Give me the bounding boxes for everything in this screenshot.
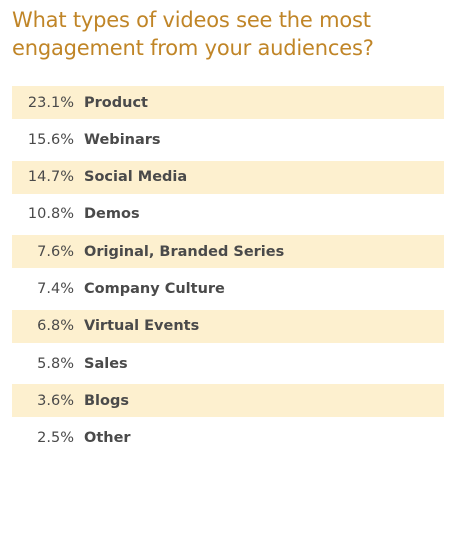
result-category: Webinars: [84, 131, 161, 148]
result-row: 7.4% Company Culture: [12, 272, 444, 305]
result-row: 15.6% Webinars: [12, 123, 444, 156]
result-percent: 7.4%: [37, 280, 74, 297]
result-category: Product: [84, 94, 148, 111]
result-percent: 10.8%: [27, 206, 74, 223]
result-row: 3.6% Blogs: [12, 384, 444, 418]
result-category: Other: [84, 430, 131, 447]
result-percent: 3.6%: [37, 392, 74, 409]
result-category: Social Media: [84, 169, 188, 186]
chart-title: What types of videos see the most engage…: [12, 8, 374, 60]
result-percent: 7.6%: [37, 243, 74, 260]
result-percent: 23.1%: [27, 94, 74, 111]
result-category: Virtual Events: [84, 318, 200, 335]
result-category: Demos: [84, 206, 140, 223]
result-percent: 5.8%: [37, 355, 74, 372]
result-row: 14.7% Social Media: [12, 160, 444, 194]
result-category: Original, Branded Series: [84, 243, 285, 260]
result-category: Blogs: [84, 392, 129, 409]
result-percent: 14.7%: [27, 169, 74, 186]
result-percent: 6.8%: [37, 318, 74, 335]
result-category: Company Culture: [84, 280, 225, 297]
result-row: 7.6% Original, Branded Series: [12, 235, 444, 269]
result-category: Sales: [84, 355, 128, 372]
result-row: 10.8% Demos: [12, 198, 444, 231]
result-percent: 15.6%: [27, 131, 74, 148]
result-row: 5.8% Sales: [12, 347, 444, 380]
result-row: 23.1% Product: [12, 86, 444, 119]
result-row: 6.8% Virtual Events: [12, 309, 444, 343]
result-row: 2.5% Other: [12, 422, 444, 455]
result-percent: 2.5%: [37, 430, 74, 447]
survey-results-list: 23.1% Product 15.6% Webinars 14.7% Social Med…: [12, 86, 444, 459]
